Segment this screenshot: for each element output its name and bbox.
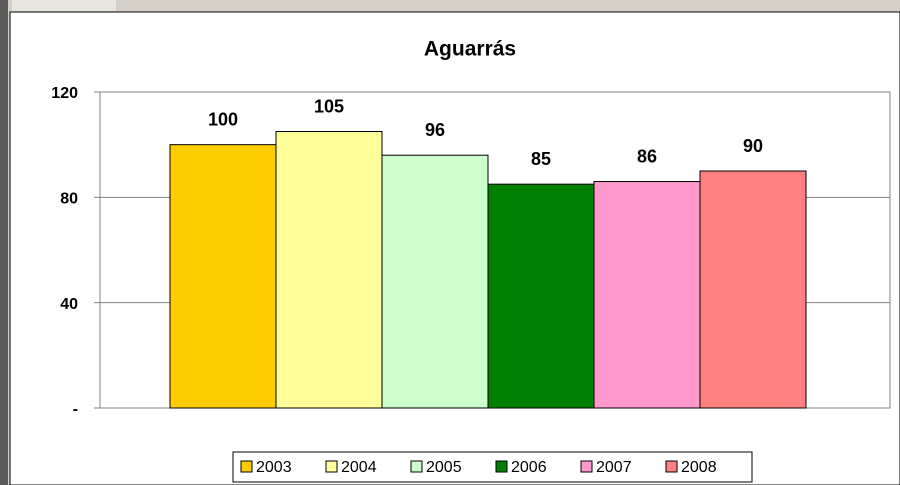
- data-label: 85: [531, 149, 551, 169]
- data-label: 90: [743, 136, 763, 156]
- legend-swatch: [240, 460, 253, 473]
- legend-swatch: [325, 460, 338, 473]
- y-tick-label: -: [73, 401, 78, 418]
- y-tick-label: 120: [51, 85, 78, 102]
- data-label: 96: [425, 120, 445, 140]
- data-label: 105: [314, 96, 344, 116]
- legend-label: 2003: [256, 459, 292, 476]
- legend-label: 2008: [681, 459, 717, 476]
- y-tick-label: 40: [60, 296, 78, 313]
- data-label: 100: [208, 109, 238, 129]
- left-border: [0, 0, 8, 485]
- bar: [381, 154, 489, 409]
- bar: [699, 170, 807, 409]
- legend-swatch: [495, 460, 508, 473]
- legend-swatch: [580, 460, 593, 473]
- bar: [487, 183, 595, 409]
- legend-swatch: [665, 460, 678, 473]
- chart-title: Aguarrás: [424, 38, 516, 61]
- y-tick-label: 80: [60, 191, 78, 208]
- legend-label: 2007: [596, 459, 632, 476]
- tab: [12, 0, 116, 11]
- bar: [275, 131, 383, 409]
- bar: [593, 181, 701, 409]
- legend-label: 2005: [426, 459, 462, 476]
- legend-swatch: [410, 460, 423, 473]
- data-label: 86: [637, 146, 657, 166]
- bar: [169, 144, 277, 409]
- legend-label: 2004: [341, 459, 377, 476]
- legend-label: 2006: [511, 459, 547, 476]
